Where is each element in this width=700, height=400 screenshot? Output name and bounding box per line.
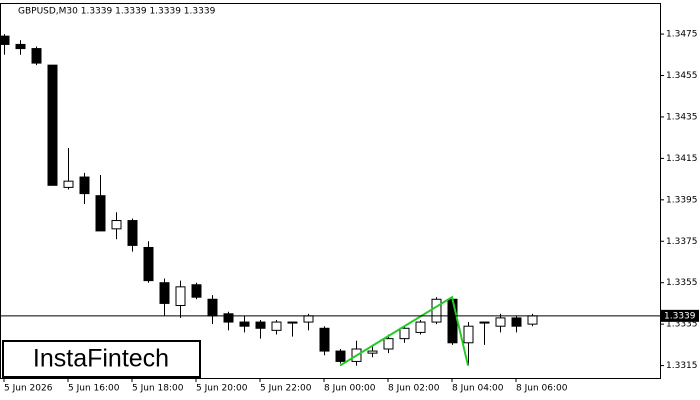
candle-body	[447, 298, 458, 344]
y-tick-label: 1.3435	[666, 112, 698, 122]
candle-body	[191, 284, 202, 298]
last-price-box	[661, 309, 699, 322]
candle-body	[399, 327, 410, 340]
candle-body	[111, 220, 122, 230]
candle-body	[511, 317, 522, 327]
y-tick-label: 1.3415	[666, 154, 698, 164]
y-tick-label: 1.3395	[666, 195, 698, 205]
last-price-label: 1.3339	[664, 311, 696, 321]
y-tick-label: 1.3455	[666, 71, 698, 81]
y-tick-label: 1.3355	[666, 278, 698, 288]
candle-body	[223, 313, 234, 323]
candle-body	[367, 350, 378, 354]
candle-body	[63, 180, 74, 188]
y-tick-label: 1.3335	[666, 320, 698, 330]
candle-body	[239, 321, 250, 327]
x-tick-label: 5 Jun 16:00	[68, 384, 120, 394]
watermark: InstaFintech	[33, 345, 169, 373]
x-tick-label: 5 Jun 18:00	[132, 384, 184, 394]
candle-body	[463, 325, 474, 344]
candle-body	[175, 286, 186, 306]
candle-body	[0, 35, 10, 45]
candle-body	[79, 176, 90, 195]
candle-body	[255, 321, 266, 329]
y-tick-label: 1.3315	[666, 361, 698, 371]
x-tick-label: 5 Jun 22:00	[260, 384, 312, 394]
candle-body	[495, 317, 506, 327]
candle-body	[303, 315, 314, 323]
x-tick-label: 8 Jun 04:00	[452, 384, 504, 394]
y-tick-label: 1.3475	[666, 30, 698, 40]
x-tick-label: 8 Jun 00:00	[324, 384, 376, 394]
candle-body	[271, 321, 282, 331]
candle-body	[95, 195, 106, 232]
candle-body	[479, 321, 490, 324]
plot-frame	[0, 3, 661, 379]
candle-body	[287, 321, 298, 324]
candle-body	[31, 48, 42, 64]
y-tick-label: 1.3375	[666, 237, 698, 247]
x-tick-label: 8 Jun 02:00	[388, 384, 440, 394]
candle-body	[335, 350, 346, 362]
candle-body	[127, 220, 138, 246]
chart-title: GBPUSD,M30 1.3339 1.3339 1.3339 1.3339	[18, 7, 216, 17]
x-tick-label: 8 Jun 06:00	[516, 384, 568, 394]
x-tick-label: 5 Jun 20:00	[196, 384, 248, 394]
candle-body	[143, 246, 154, 282]
candle-body	[207, 298, 218, 317]
x-tick-label: 5 Jun 2026	[4, 384, 53, 394]
candle-body	[47, 64, 58, 186]
candle-body	[15, 43, 26, 50]
candle-body	[319, 327, 330, 352]
candle-body	[527, 315, 538, 325]
candle-body	[159, 282, 170, 304]
candle-body	[431, 298, 442, 323]
pattern-line	[339, 295, 469, 367]
watermark-box	[2, 340, 201, 378]
candle-body	[383, 338, 394, 350]
candle-body	[415, 321, 426, 333]
